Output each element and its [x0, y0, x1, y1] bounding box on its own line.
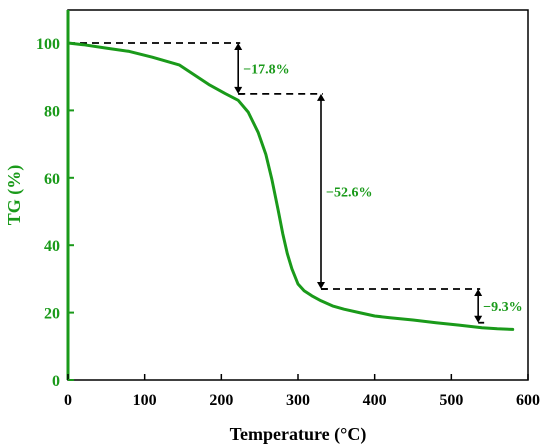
- mass-loss-label: −52.6%: [326, 185, 372, 200]
- y-tick-label: 0: [52, 373, 60, 390]
- arrowhead: [234, 86, 243, 94]
- x-tick-label: 500: [439, 392, 463, 409]
- x-tick-label: 200: [209, 392, 233, 409]
- x-tick-label: 300: [286, 392, 310, 409]
- y-tick-label: 60: [44, 171, 60, 188]
- mass-loss-label: −9.3%: [483, 300, 522, 315]
- arrowhead: [317, 93, 325, 101]
- arrowhead: [317, 282, 325, 290]
- x-ticks: 0 100 200 300 400 500 600: [64, 374, 540, 409]
- x-tick-label: 0: [64, 392, 72, 409]
- y-tick-label: 100: [36, 36, 60, 53]
- mass-loss-label: −17.8%: [243, 62, 289, 77]
- x-tick-label: 100: [133, 392, 157, 409]
- x-axis-title: Temperature (°C): [230, 424, 367, 445]
- x-tick-label: 600: [516, 392, 540, 409]
- annotation-layer: −17.8% −52.6% −9.3%: [68, 42, 523, 324]
- y-ticks: 0 20 40 60 80 100: [36, 36, 74, 390]
- tg-curve: [66, 41, 515, 331]
- y-axis-title: TG (%): [4, 165, 25, 226]
- x-tick-label: 400: [363, 392, 387, 409]
- y-tick-label: 40: [44, 238, 60, 255]
- y-tick-label: 20: [44, 306, 60, 323]
- y-tick-label: 80: [44, 103, 60, 120]
- arrowhead: [474, 289, 483, 297]
- arrowhead: [474, 315, 483, 323]
- arrowhead: [234, 43, 243, 50]
